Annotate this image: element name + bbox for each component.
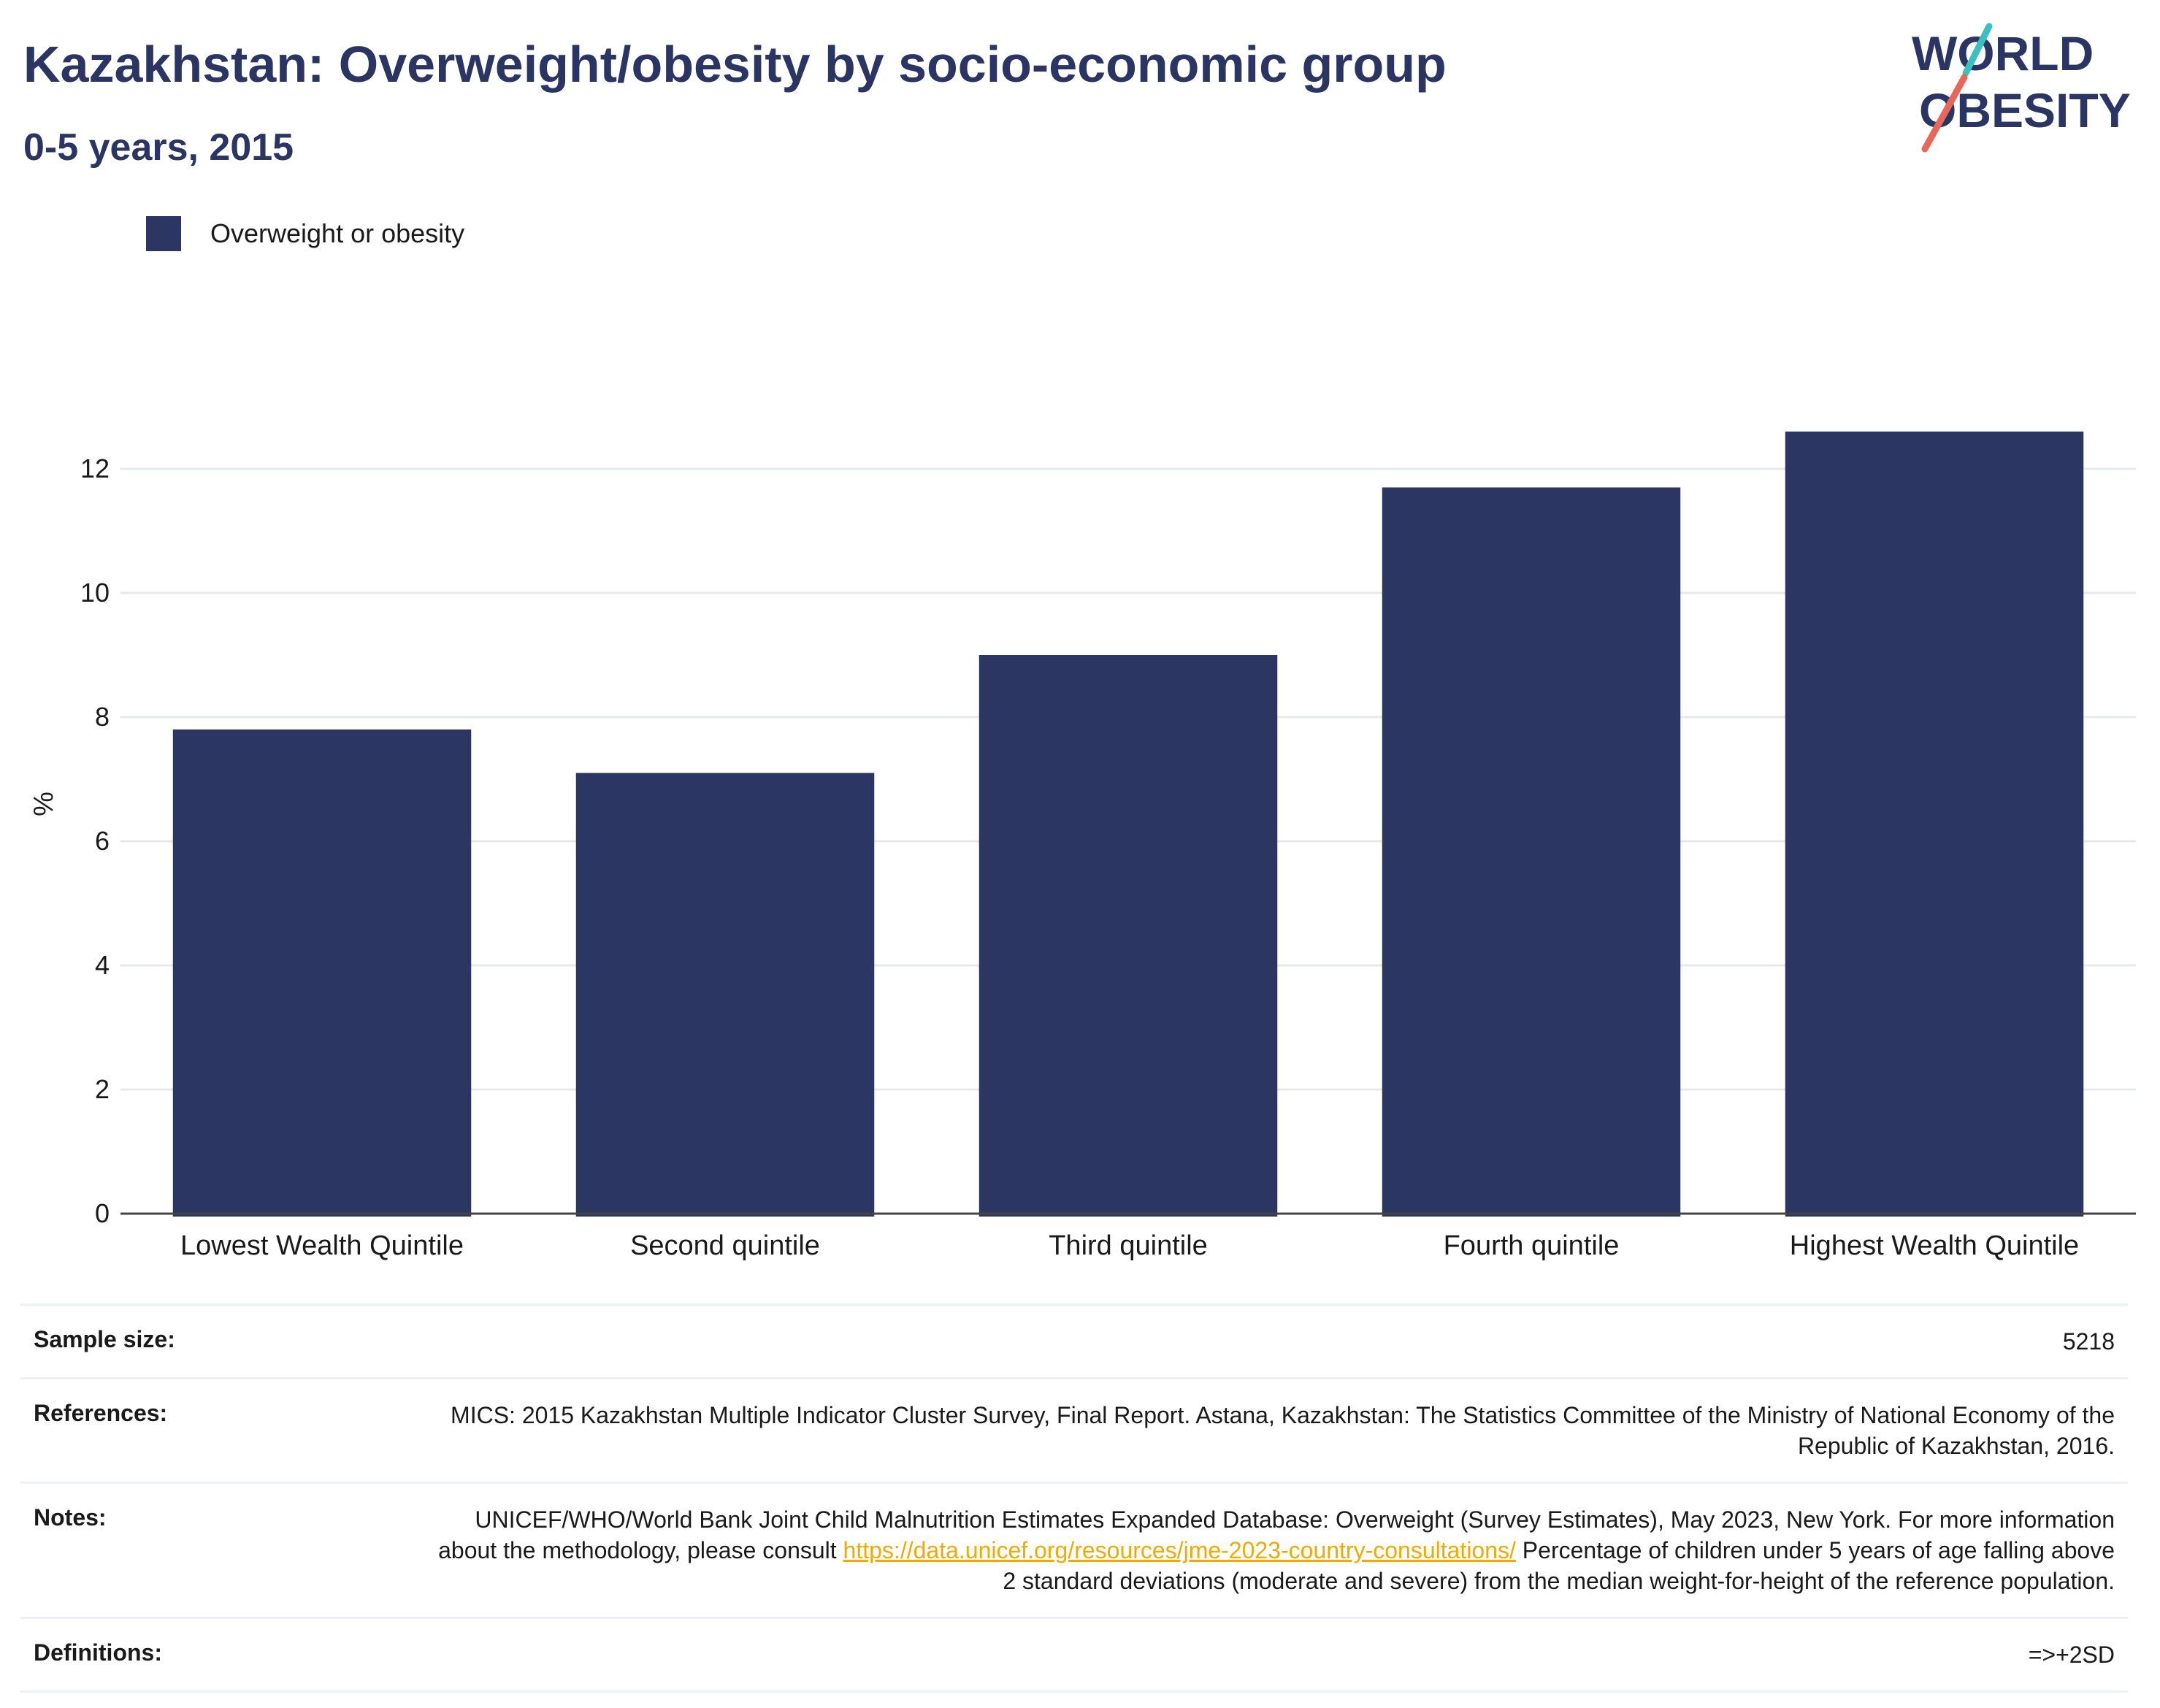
notes-row: Notes: UNICEF/WHO/World Bank Joint Child… (20, 1482, 2128, 1617)
references-label: References: (34, 1400, 168, 1426)
y-axis-label: % (28, 792, 59, 816)
x-tick-label: Lowest Wealth Quintile (180, 1230, 464, 1261)
y-tick-label: 8 (95, 702, 110, 732)
sample-size-value: 5218 (2062, 1328, 2115, 1355)
legend-label: Overweight or obesity (210, 218, 465, 248)
legend-swatch (146, 216, 181, 251)
bar (1785, 432, 2084, 1217)
y-tick-label: 6 (95, 826, 110, 856)
y-tick-label: 4 (95, 950, 110, 980)
notes-link[interactable]: https://data.unicef.org/resources/jme-20… (843, 1537, 1516, 1563)
bar (172, 729, 472, 1217)
metadata-table: Sample size: 5218 References: MICS: 2015… (20, 1303, 2128, 1693)
legend: Overweight or obesity (146, 216, 464, 251)
notes-text-2: Percentage of children under 5 years of … (1003, 1537, 2115, 1594)
notes-value: UNICEF/WHO/World Bank Joint Child Malnut… (435, 1504, 2115, 1596)
notes-label: Notes: (34, 1504, 107, 1531)
bar-chart: 0 2 4 6 8 10 12% Lowest Wealth Quintile Second q… (28, 432, 2136, 1261)
definitions-value: =>+2SD (2028, 1642, 2115, 1668)
notes-text-1: UNICEF/WHO/World Bank Joint Child Malnut… (438, 1506, 2115, 1563)
references-value: MICS: 2015 Kazakhstan Multiple Indicator… (451, 1402, 2115, 1459)
chart-subtitle: 0-5 years, 2015 (23, 126, 294, 169)
x-tick-label: Third quintile (1049, 1230, 1208, 1261)
x-tick-label: Second quintile (630, 1230, 820, 1261)
bar (575, 773, 875, 1217)
definitions-row: Definitions: =>+2SD (20, 1617, 2128, 1693)
chart-title: Kazakhstan: Overweight/obesity by socio-… (23, 36, 1447, 93)
x-tick-label: Fourth quintile (1444, 1230, 1620, 1261)
world-obesity-logo: WORLD OBESITY (1912, 23, 2131, 153)
definitions-label: Definitions: (34, 1639, 162, 1666)
bar (1382, 487, 1681, 1217)
x-tick-label: Highest Wealth Quintile (1790, 1230, 2079, 1261)
bar (978, 655, 1278, 1217)
logo-line1: WORLD (1912, 26, 2094, 80)
references-row: References: MICS: 2015 Kazakhstan Multip… (20, 1377, 2128, 1482)
y-tick-label: 0 (95, 1198, 110, 1228)
y-tick-label: 10 (80, 578, 110, 608)
y-tick-label: 2 (95, 1074, 110, 1104)
sample-size-row: Sample size: 5218 (20, 1303, 2128, 1377)
sample-size-label: Sample size: (34, 1326, 175, 1352)
y-tick-label: 12 (80, 453, 110, 483)
